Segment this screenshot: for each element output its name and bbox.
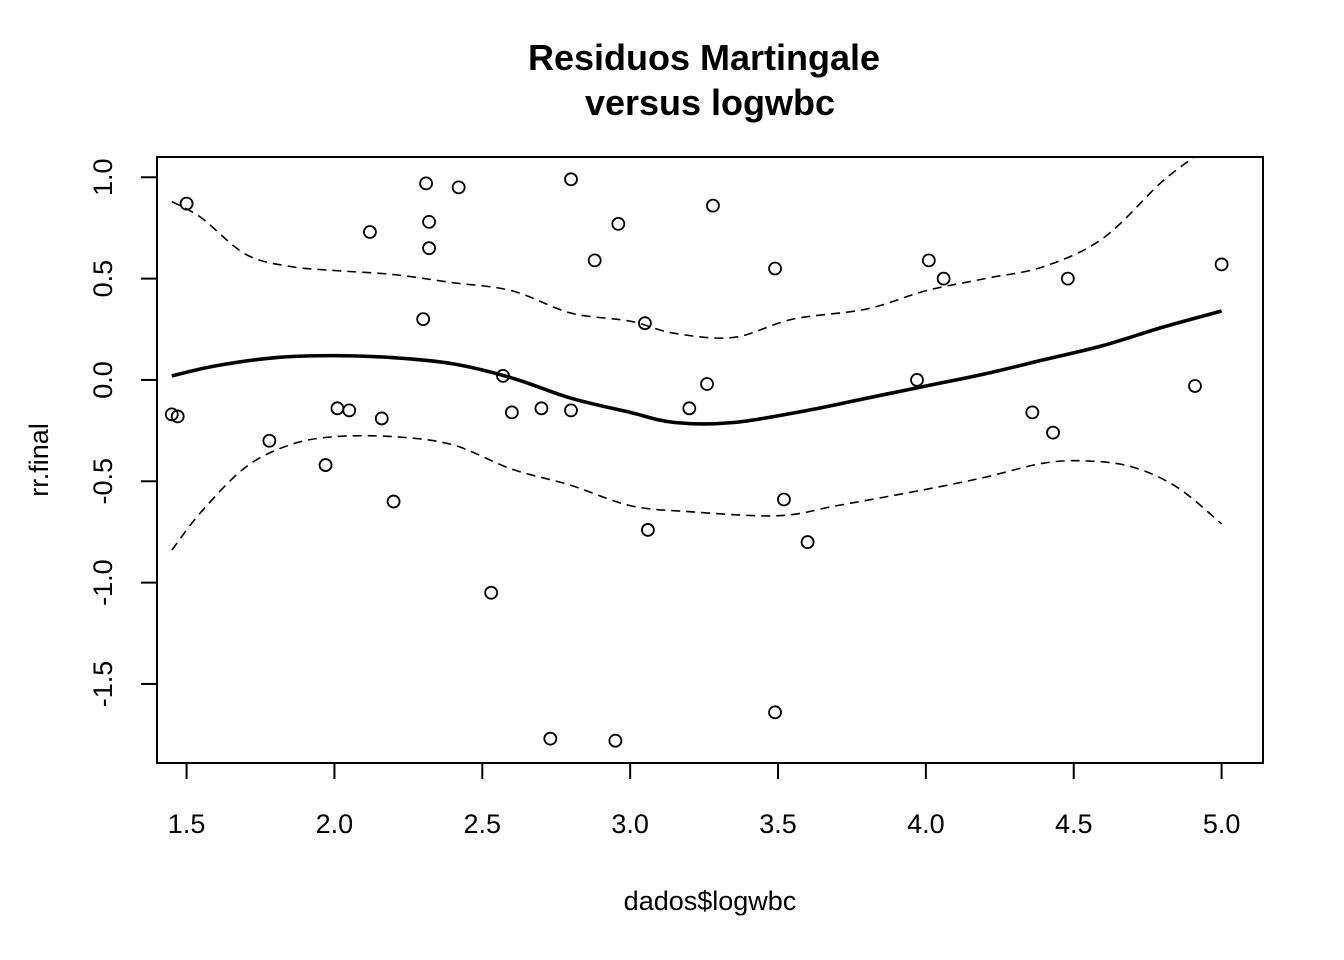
data-point (910, 373, 924, 387)
x-tick-label: 3.0 (611, 809, 649, 839)
x-tick-label: 4.5 (1055, 809, 1093, 839)
data-point (374, 411, 389, 426)
data-point (330, 401, 345, 416)
data-point (386, 494, 401, 509)
y-axis-label: rr.final (24, 423, 54, 497)
data-point (179, 196, 194, 211)
data-point (1025, 405, 1040, 420)
data-point (640, 523, 655, 537)
data-point (587, 253, 602, 268)
data-point (936, 271, 951, 286)
data-point (534, 401, 549, 416)
data-point (422, 214, 436, 229)
data-point (504, 405, 519, 420)
data-point (484, 585, 499, 600)
chart-title-line1: Residuos Martingale (528, 37, 880, 78)
data-point (262, 433, 277, 448)
y-tick-label: 0.0 (88, 361, 118, 399)
data-point (422, 241, 436, 256)
data-point (638, 316, 652, 331)
data-point (768, 705, 782, 720)
data-point (543, 731, 558, 746)
y-tick-label: -1.0 (88, 559, 118, 606)
data-point (1188, 379, 1202, 393)
data-point (611, 216, 626, 231)
data-point (564, 172, 578, 187)
data-point (363, 225, 377, 239)
x-axis: 1.5 2.0 2.5 3.0 3.5 4.0 4.5 5.0 (168, 762, 1241, 839)
data-point (564, 403, 578, 418)
data-point (419, 176, 434, 191)
data-point (1046, 425, 1060, 440)
x-tick-label: 2.5 (464, 809, 502, 839)
x-tick-label: 1.5 (168, 809, 206, 839)
data-point (921, 253, 936, 268)
data-point (706, 198, 720, 213)
data-point (800, 535, 815, 549)
data-point (608, 733, 623, 748)
data-point (496, 368, 510, 383)
y-tick-label: -0.5 (88, 458, 118, 505)
x-tick-label: 4.0 (907, 809, 945, 839)
data-point (164, 407, 179, 422)
data-point (451, 180, 466, 195)
data-point (416, 312, 431, 327)
lower-confidence-band (171, 434, 1223, 551)
x-tick-label: 3.5 (759, 809, 797, 839)
y-tick-label: 1.0 (88, 158, 118, 196)
data-point (700, 377, 714, 391)
x-axis-label: dados$logwbc (624, 886, 797, 916)
chart-title-line2: versus logwbc (585, 82, 835, 123)
data-point (777, 492, 791, 507)
data-point (1060, 271, 1075, 286)
data-point (768, 261, 782, 276)
data-point (1214, 257, 1229, 272)
data-point (342, 403, 357, 418)
smooth-curves (171, 157, 1223, 551)
smooth-fit-line (171, 309, 1223, 426)
upper-confidence-band (171, 157, 1196, 339)
data-point (682, 401, 697, 416)
data-point (318, 458, 333, 472)
y-tick-label: 0.5 (88, 260, 118, 298)
data-points (164, 172, 1229, 748)
data-point (170, 409, 185, 424)
y-tick-label: -1.5 (88, 661, 118, 708)
y-axis: -1.5 -1.0 -0.5 0.0 0.5 1.0 (88, 158, 158, 708)
x-tick-label: 5.0 (1203, 809, 1241, 839)
x-tick-label: 2.0 (316, 809, 354, 839)
